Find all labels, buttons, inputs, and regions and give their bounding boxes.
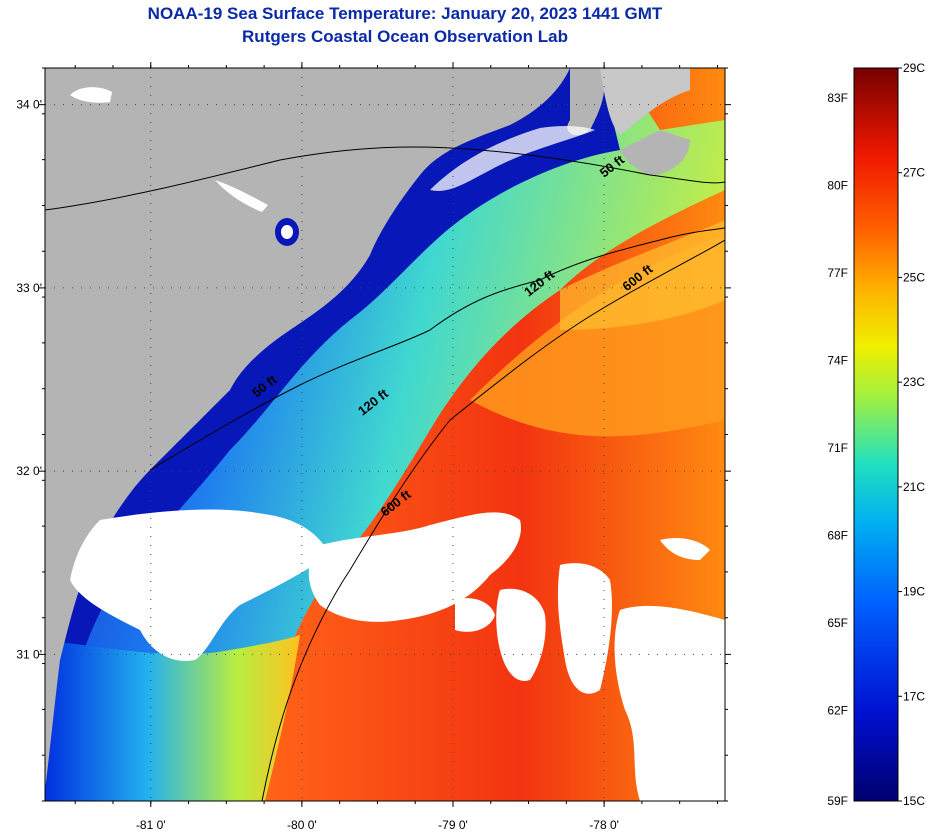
lon-tick-label: -81 0' xyxy=(136,818,166,832)
isobaths xyxy=(45,146,725,801)
colorbar xyxy=(853,67,899,802)
land-mass-north xyxy=(567,68,605,136)
fahrenheit-label: 59F xyxy=(827,794,848,808)
fahrenheit-label: 65F xyxy=(827,616,848,630)
fahrenheit-label: 74F xyxy=(827,354,848,368)
fahrenheit-label: 80F xyxy=(827,179,848,193)
lat-tick-label: 31 0' xyxy=(16,647,42,661)
lon-tick-label: -80 0' xyxy=(287,818,317,832)
lat-tick-label: 34 0' xyxy=(16,98,42,112)
nearshore-haze xyxy=(430,125,595,191)
map-title: NOAA-19 Sea Surface Temperature: January… xyxy=(147,4,663,23)
lon-tick-label: -79 0' xyxy=(438,818,468,832)
map-subtitle: Rutgers Coastal Ocean Observation Lab xyxy=(242,27,568,46)
cloud-cover xyxy=(70,87,725,801)
celsius-label: 27C xyxy=(903,166,925,180)
lon-tick-label: -78 0' xyxy=(589,818,619,832)
celsius-label: 15C xyxy=(903,794,925,808)
celsius-label: 29C xyxy=(903,61,925,75)
southern-shelf-water xyxy=(45,635,300,801)
cape-fear-land xyxy=(620,130,690,175)
lat-tick-label: 33 0' xyxy=(16,281,42,295)
celsius-label: 19C xyxy=(903,585,925,599)
map-axes: 34 0' 33 0' 32 0' 31 0' -81 0' -80 0' -79 0' -7… xyxy=(16,62,731,832)
isobath-line xyxy=(149,227,725,471)
colorbar-labels: 83F 80F 77F 74F 71F 68F 65F 62F 59F 29C 27C 25C 23C 2… xyxy=(827,61,925,808)
fahrenheit-label: 77F xyxy=(827,266,848,280)
celsius-label: 23C xyxy=(903,375,925,389)
fahrenheit-label: 62F xyxy=(827,704,848,718)
celsius-label: 21C xyxy=(903,480,925,494)
fahrenheit-label: 83F xyxy=(827,91,848,105)
land-mass xyxy=(45,68,570,790)
warm-water-band-2 xyxy=(560,220,725,330)
lat-tick-label: 32 0' xyxy=(16,464,42,478)
fahrenheit-label: 71F xyxy=(827,441,848,455)
celsius-label: 17C xyxy=(903,689,925,703)
land-mass-northeast xyxy=(600,68,690,135)
isobath-line xyxy=(45,146,725,211)
fahrenheit-label: 68F xyxy=(827,529,848,543)
isobath-line xyxy=(261,239,725,801)
celsius-label: 25C xyxy=(903,270,925,284)
